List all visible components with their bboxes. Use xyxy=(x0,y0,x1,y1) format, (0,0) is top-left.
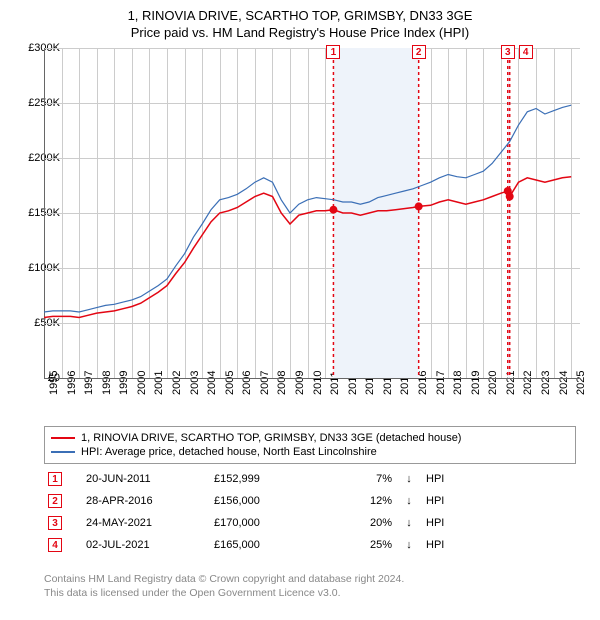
arrow-down-icon: ↓ xyxy=(396,539,422,551)
legend-label-price-paid: 1, RINOVIA DRIVE, SCARTHO TOP, GRIMSBY, … xyxy=(81,432,461,444)
footer-line1: Contains HM Land Registry data © Crown c… xyxy=(44,572,404,586)
sale-marker-3: 3 xyxy=(501,45,515,59)
sale-date: 02-JUL-2021 xyxy=(82,539,210,551)
legend-row-hpi: HPI: Average price, detached house, Nort… xyxy=(51,445,569,459)
footer: Contains HM Land Registry data © Crown c… xyxy=(44,572,404,600)
plot-svg xyxy=(44,48,580,378)
sale-row-marker: 4 xyxy=(48,538,62,552)
sale-price: £165,000 xyxy=(210,539,328,551)
chart-title: 1, RINOVIA DRIVE, SCARTHO TOP, GRIMSBY, … xyxy=(0,0,600,23)
sale-price: £156,000 xyxy=(210,495,328,507)
chart-subtitle: Price paid vs. HM Land Registry's House … xyxy=(0,23,600,44)
sale-pct: 12% xyxy=(328,495,396,507)
sale-price: £152,999 xyxy=(210,473,328,485)
sales-row: 2 28-APR-2016£156,00012%↓HPI xyxy=(44,490,576,512)
legend-row-price-paid: 1, RINOVIA DRIVE, SCARTHO TOP, GRIMSBY, … xyxy=(51,431,569,445)
sale-vs-hpi: HPI xyxy=(422,517,470,529)
arrow-down-icon: ↓ xyxy=(396,495,422,507)
legend: 1, RINOVIA DRIVE, SCARTHO TOP, GRIMSBY, … xyxy=(44,426,576,464)
sale-pct: 7% xyxy=(328,473,396,485)
footer-line2: This data is licensed under the Open Gov… xyxy=(44,586,404,600)
sale-date: 28-APR-2016 xyxy=(82,495,210,507)
arrow-down-icon: ↓ xyxy=(396,473,422,485)
sale-date: 20-JUN-2011 xyxy=(82,473,210,485)
legend-label-hpi: HPI: Average price, detached house, Nort… xyxy=(81,446,377,458)
plot-area: 1 2 34 xyxy=(44,48,580,378)
sale-vs-hpi: HPI xyxy=(422,473,470,485)
sales-row: 1 20-JUN-2011£152,9997%↓HPI xyxy=(44,468,576,490)
legend-swatch-hpi xyxy=(51,451,75,453)
sales-table: 120-JUN-2011£152,9997%↓HPI228-APR-2016£1… xyxy=(44,468,576,556)
legend-swatch-price-paid xyxy=(51,437,75,439)
sale-price: £170,000 xyxy=(210,517,328,529)
sale-vs-hpi: HPI xyxy=(422,495,470,507)
chart-container: 1, RINOVIA DRIVE, SCARTHO TOP, GRIMSBY, … xyxy=(0,0,600,620)
sales-row: 4 02-JUL-2021£165,00025%↓HPI xyxy=(44,534,576,556)
sale-pct: 25% xyxy=(328,539,396,551)
x-axis-line xyxy=(44,378,580,379)
arrow-down-icon: ↓ xyxy=(396,517,422,529)
sale-pct: 20% xyxy=(328,517,396,529)
sale-row-marker: 2 xyxy=(48,494,62,508)
sale-date: 24-MAY-2021 xyxy=(82,517,210,529)
sales-row: 3 24-MAY-2021£170,00020%↓HPI xyxy=(44,512,576,534)
sale-vs-hpi: HPI xyxy=(422,539,470,551)
sale-marker-2: 2 xyxy=(412,45,426,59)
sale-marker-4: 4 xyxy=(519,45,533,59)
sale-marker-1: 1 xyxy=(326,45,340,59)
sale-row-marker: 3 xyxy=(48,516,62,530)
sale-row-marker: 1 xyxy=(48,472,62,486)
